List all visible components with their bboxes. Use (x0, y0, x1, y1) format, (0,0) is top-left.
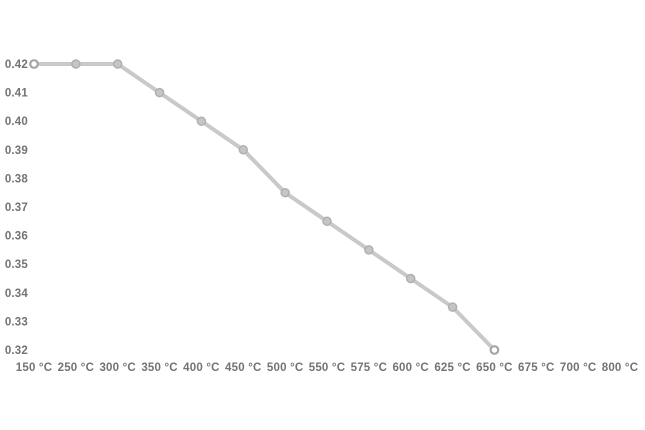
y-axis-tick-label: 0.35 (5, 259, 29, 271)
x-axis-tick-label: 675 °C (518, 362, 555, 374)
y-axis-tick-label: 0.32 (5, 345, 28, 357)
data-point[interactable] (405, 273, 416, 284)
data-point[interactable] (29, 59, 39, 69)
y-axis-tick-label: 0.41 (5, 88, 29, 100)
y-axis-tick-label: 0.38 (5, 173, 29, 185)
data-point[interactable] (154, 87, 165, 98)
data-point[interactable] (280, 187, 290, 198)
data-point[interactable] (489, 345, 500, 355)
x-axis-tick-label: 550 °C (309, 362, 346, 374)
y-axis-tick-label: 0.39 (5, 145, 28, 157)
data-point[interactable] (71, 59, 81, 69)
data-point[interactable] (364, 245, 374, 255)
x-axis-tick-label: 800 °C (602, 362, 639, 374)
y-axis-tick-label: 0.37 (5, 202, 28, 214)
x-axis-tick-label: 700 °C (560, 362, 597, 374)
x-axis-tick-label: 400 °C (183, 362, 220, 374)
x-axis-tick-label: 150 °C (16, 362, 53, 374)
x-axis-tick-label: 625 °C (434, 362, 471, 374)
x-axis-tick-label: 450 °C (225, 362, 262, 374)
x-axis-tick-label: 500 °C (267, 362, 304, 374)
x-axis-tick-label: 250 °C (58, 362, 95, 374)
y-axis-tick-label: 0.42 (5, 59, 28, 71)
x-axis-tick-label: 575 °C (351, 362, 388, 374)
data-point[interactable] (322, 216, 332, 227)
data-line (32, 62, 497, 352)
y-axis-tick-label: 0.33 (5, 316, 28, 328)
y-axis-tick-label: 0.40 (5, 116, 28, 128)
y-axis-tick-label: 0.34 (5, 288, 29, 300)
data-point[interactable] (447, 302, 458, 312)
x-axis-tick-label: 600 °C (392, 362, 429, 374)
data-point[interactable] (112, 59, 123, 69)
data-point[interactable] (196, 116, 207, 126)
data-point[interactable] (238, 145, 249, 155)
x-axis-tick-label: 350 °C (141, 362, 178, 374)
y-axis-tick-label: 0.36 (5, 231, 28, 243)
x-axis-tick-label: 300 °C (99, 362, 136, 374)
x-axis-tick-label: 650 °C (476, 362, 513, 374)
